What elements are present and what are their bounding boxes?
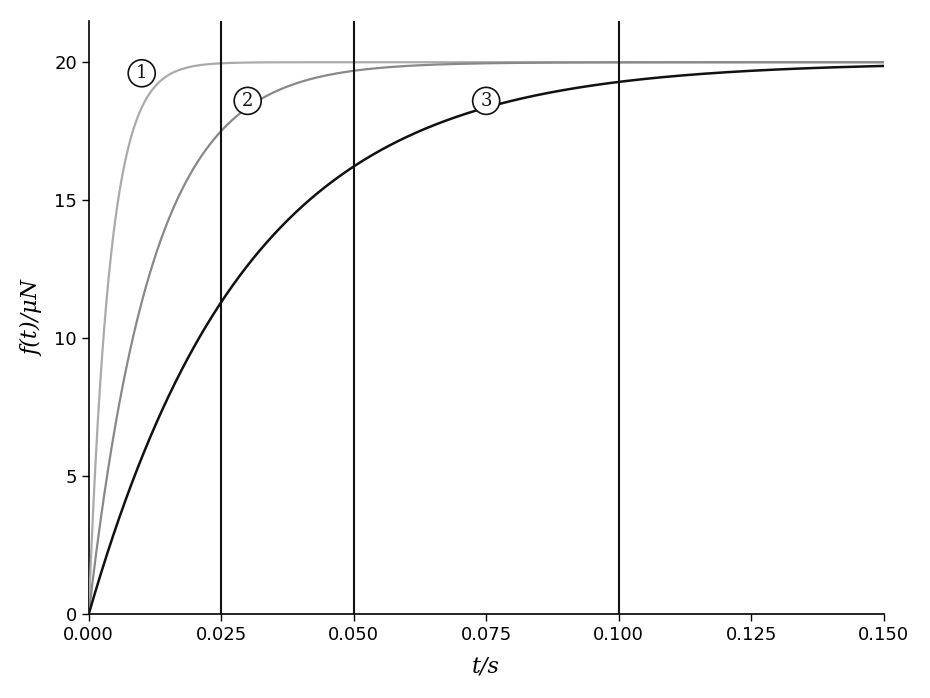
Text: 3: 3: [481, 92, 492, 110]
X-axis label: t/s: t/s: [472, 655, 500, 677]
Text: 1: 1: [136, 64, 148, 82]
Y-axis label: f(t)/μN: f(t)/μN: [20, 279, 43, 355]
Text: 2: 2: [242, 92, 253, 110]
